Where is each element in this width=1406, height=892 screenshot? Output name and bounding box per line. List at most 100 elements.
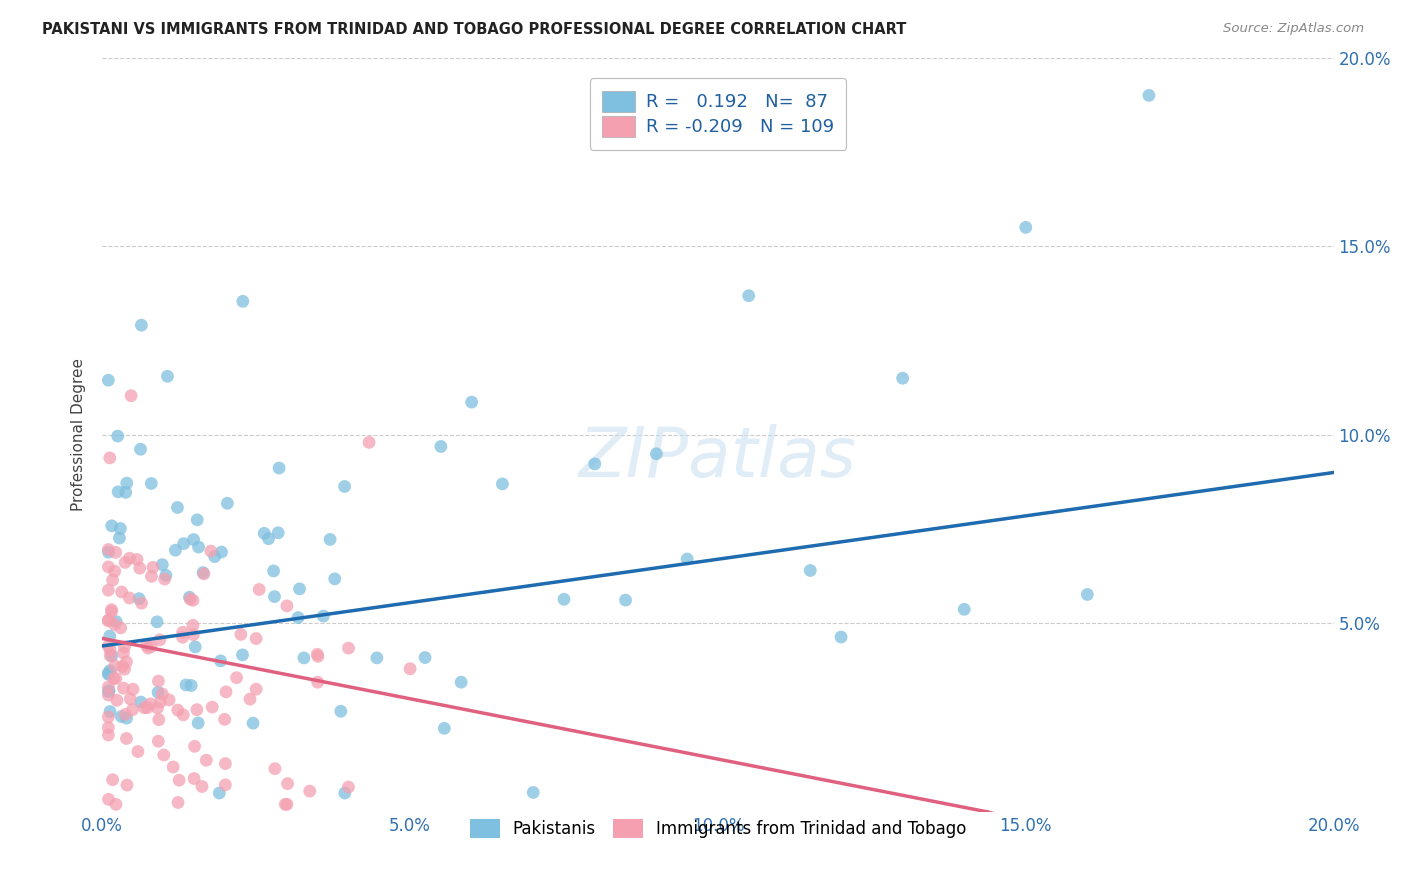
Point bbox=[433, 722, 456, 736]
Point bbox=[100, 605, 122, 619]
Point bbox=[288, 582, 311, 596]
Point bbox=[152, 747, 174, 762]
Point bbox=[120, 389, 142, 403]
Point bbox=[157, 693, 180, 707]
Point bbox=[166, 500, 188, 515]
Point bbox=[146, 685, 169, 699]
Point bbox=[263, 564, 285, 578]
Point bbox=[229, 627, 252, 641]
Point bbox=[307, 647, 329, 661]
Point bbox=[231, 648, 253, 662]
Point bbox=[214, 712, 236, 726]
Point bbox=[267, 525, 290, 540]
Point bbox=[100, 603, 122, 617]
Point bbox=[112, 681, 135, 695]
Point bbox=[110, 709, 132, 723]
Text: PAKISTANI VS IMMIGRANTS FROM TRINIDAD AND TOBAGO PROFESSIONAL DEGREE CORRELATION: PAKISTANI VS IMMIGRANTS FROM TRINIDAD AN… bbox=[42, 22, 907, 37]
Point bbox=[274, 797, 297, 812]
Point bbox=[115, 476, 138, 491]
Point bbox=[115, 655, 138, 669]
Point bbox=[891, 371, 914, 385]
Point bbox=[276, 599, 298, 613]
Point bbox=[200, 544, 222, 558]
Point bbox=[645, 447, 668, 461]
Point bbox=[181, 618, 204, 632]
Point bbox=[738, 289, 761, 303]
Point bbox=[264, 762, 287, 776]
Point bbox=[1076, 587, 1098, 601]
Point bbox=[337, 780, 360, 794]
Point bbox=[253, 526, 276, 541]
Point bbox=[366, 651, 388, 665]
Point bbox=[165, 543, 187, 558]
Point bbox=[174, 678, 197, 692]
Point bbox=[105, 615, 128, 629]
Point bbox=[114, 555, 136, 569]
Point bbox=[209, 654, 232, 668]
Point bbox=[830, 630, 852, 644]
Point bbox=[156, 369, 179, 384]
Point bbox=[97, 710, 120, 724]
Point bbox=[186, 703, 208, 717]
Point bbox=[247, 582, 270, 597]
Point bbox=[104, 564, 127, 578]
Point bbox=[232, 294, 254, 309]
Text: ZIPatlas: ZIPatlas bbox=[579, 424, 856, 491]
Point bbox=[128, 591, 150, 606]
Point bbox=[97, 542, 120, 557]
Point bbox=[276, 797, 298, 812]
Point bbox=[118, 591, 141, 605]
Point bbox=[114, 707, 136, 722]
Point bbox=[135, 638, 157, 652]
Point bbox=[150, 687, 173, 701]
Point bbox=[111, 659, 134, 673]
Point bbox=[149, 695, 172, 709]
Point bbox=[97, 373, 120, 387]
Point bbox=[953, 602, 976, 616]
Point bbox=[148, 674, 170, 689]
Point bbox=[114, 662, 136, 676]
Point bbox=[146, 701, 169, 715]
Point bbox=[186, 513, 208, 527]
Point bbox=[142, 560, 165, 574]
Point bbox=[108, 531, 131, 545]
Point bbox=[118, 551, 141, 566]
Point bbox=[187, 540, 209, 554]
Point bbox=[1137, 88, 1160, 103]
Point bbox=[120, 692, 142, 706]
Point bbox=[204, 549, 226, 564]
Point bbox=[491, 477, 513, 491]
Point bbox=[148, 734, 170, 748]
Point bbox=[183, 739, 205, 754]
Point bbox=[121, 703, 143, 717]
Point bbox=[97, 667, 120, 681]
Point bbox=[155, 568, 177, 582]
Point bbox=[97, 613, 120, 627]
Point bbox=[146, 615, 169, 629]
Y-axis label: Professional Degree: Professional Degree bbox=[72, 359, 86, 511]
Point bbox=[150, 558, 173, 572]
Legend: Pakistanis, Immigrants from Trinidad and Tobago: Pakistanis, Immigrants from Trinidad and… bbox=[463, 813, 973, 845]
Point bbox=[166, 703, 188, 717]
Point bbox=[111, 585, 134, 599]
Point bbox=[242, 716, 264, 731]
Point bbox=[312, 609, 335, 624]
Point bbox=[153, 572, 176, 586]
Point bbox=[125, 552, 148, 566]
Point bbox=[129, 442, 152, 457]
Point bbox=[114, 640, 136, 654]
Point bbox=[329, 704, 352, 718]
Point bbox=[139, 640, 162, 654]
Point bbox=[522, 785, 544, 799]
Point bbox=[323, 572, 346, 586]
Point bbox=[799, 564, 821, 578]
Point bbox=[292, 651, 315, 665]
Point bbox=[333, 479, 356, 493]
Point bbox=[179, 592, 201, 607]
Point bbox=[115, 731, 138, 746]
Point bbox=[141, 476, 163, 491]
Point bbox=[97, 721, 120, 735]
Point bbox=[184, 640, 207, 654]
Point bbox=[676, 552, 699, 566]
Point bbox=[122, 682, 145, 697]
